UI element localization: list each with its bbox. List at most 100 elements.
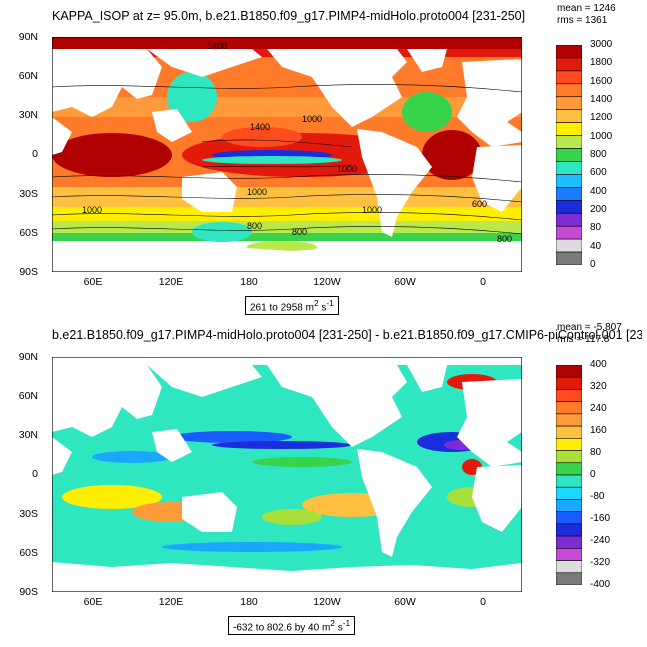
bottom-lat-label-60n: 60N xyxy=(18,390,38,402)
bottom-lat-label-60s: 60S xyxy=(19,547,38,559)
bottom-map xyxy=(52,357,522,592)
bottom-range-text: -632 to 802.6 by 40 m xyxy=(233,622,331,634)
top-colorbar-label: 80 xyxy=(590,222,602,234)
top-lat-label-60n: 60N xyxy=(18,70,38,82)
bottom-colorbar-swatch xyxy=(556,462,582,476)
bottom-colorbar-swatch xyxy=(556,486,582,500)
bottom-lat-label-0: 0 xyxy=(32,468,38,480)
top-colorbar-swatch xyxy=(556,57,582,72)
bottom-colorbar-swatch xyxy=(556,511,582,525)
bottom-colorbar xyxy=(556,365,582,585)
bottom-colorbar-swatch xyxy=(556,548,582,561)
bottom-colorbar-swatch xyxy=(556,450,582,464)
top-colorbar-label: 1200 xyxy=(590,112,613,124)
top-colorbar-swatch xyxy=(556,135,582,149)
bottom-colorbar-label: 240 xyxy=(590,403,607,414)
bottom-range-unit-exponent-2: -1 xyxy=(342,618,351,628)
bottom-range-unit-tail: s xyxy=(334,622,343,634)
contour-label: 1000 xyxy=(82,205,102,215)
top-lat-label-30n: 30N xyxy=(18,109,38,121)
top-colorbar-label: 1600 xyxy=(590,75,613,87)
bottom-plot-title: b.e21.B1850.f09_g17.PIMP4-midHolo.proto0… xyxy=(52,328,642,342)
bottom-colorbar-label: -80 xyxy=(590,491,605,502)
top-lat-label-0: 0 xyxy=(32,148,38,160)
bottom-lat-label-30n: 30N xyxy=(18,429,38,441)
top-mean-stat: mean = 1246 xyxy=(557,3,616,14)
top-colorbar-swatch xyxy=(556,96,582,111)
contour-label: 600 xyxy=(472,199,487,209)
bottom-rms-stat: rms = 117.8 xyxy=(557,334,610,345)
top-colorbar-swatch xyxy=(556,148,582,162)
top-lon-label-0: 0 xyxy=(480,276,486,288)
bottom-lat-label-30s: 30S xyxy=(19,508,38,520)
bottom-colorbar-swatch xyxy=(556,413,582,427)
top-map: 1400 1400 1000 1000 1000 1000 1000 800 8… xyxy=(52,37,522,272)
top-lon-label-60e: 60E xyxy=(83,276,103,288)
bottom-lat-label-90n: 90N xyxy=(18,351,38,363)
top-rms-stat: rms = 1361 xyxy=(557,15,608,26)
top-colorbar-swatch xyxy=(556,174,582,188)
bottom-colorbar-swatch xyxy=(556,523,582,537)
top-colorbar-swatch xyxy=(556,187,582,201)
top-lat-label-60s: 60S xyxy=(19,227,38,239)
bottom-range-unit-exponent: 2 xyxy=(330,618,335,628)
top-colorbar-label: 0 xyxy=(590,259,596,270)
top-colorbar-swatch xyxy=(556,161,582,175)
bottom-colorbar-swatch xyxy=(556,560,582,574)
top-colorbar-label: 1800 xyxy=(590,57,613,69)
contour-label: 1000 xyxy=(247,187,267,197)
top-colorbar-label: 40 xyxy=(590,240,602,252)
top-colorbar-label: 3000 xyxy=(590,39,613,50)
top-range-text: 261 to 2958 m xyxy=(250,302,314,314)
top-colorbar-swatch xyxy=(556,251,582,265)
bottom-colorbar-swatch xyxy=(556,425,582,439)
top-range-unit-exponent-2: -1 xyxy=(326,298,334,308)
top-range-box: 261 to 2958 m2 s-1 xyxy=(245,296,339,316)
bottom-lon-label-120e: 120E xyxy=(158,596,184,608)
bottom-colorbar-swatch xyxy=(556,499,582,512)
bottom-colorbar-swatch xyxy=(556,535,582,549)
contour-label: 800 xyxy=(247,221,262,231)
top-lat-label-30s: 30S xyxy=(19,188,38,200)
bottom-range-box: -632 to 802.6 by 40 m2 s-1 xyxy=(228,616,356,636)
bottom-lon-label-0: 0 xyxy=(480,596,486,608)
bottom-colorbar-label: 160 xyxy=(590,425,607,436)
bottom-colorbar-label: 80 xyxy=(590,447,602,458)
top-colorbar-swatch xyxy=(556,45,582,59)
bottom-lon-label-60w: 60W xyxy=(394,596,416,608)
top-colorbar-label: 600 xyxy=(590,167,607,179)
bottom-colorbar-swatch xyxy=(556,376,582,390)
top-lon-label-120w: 120W xyxy=(313,276,341,288)
top-range-unit-tail: s xyxy=(318,302,327,314)
contour-label: 1000 xyxy=(362,205,382,215)
top-colorbar-swatch xyxy=(556,83,582,98)
bottom-colorbar-label: -400 xyxy=(590,579,611,590)
bottom-colorbar-label: 400 xyxy=(590,359,607,370)
top-colorbar-swatch xyxy=(556,70,582,85)
bottom-colorbar-label: 0 xyxy=(590,469,596,480)
top-colorbar-swatch xyxy=(556,109,582,123)
top-lat-label-90n: 90N xyxy=(18,31,38,43)
bottom-lon-label-180: 180 xyxy=(240,596,258,608)
top-lon-label-120e: 120E xyxy=(158,276,184,288)
bottom-lat-label-90s: 90S xyxy=(19,586,38,598)
contour-label: 1400 xyxy=(250,122,270,132)
contour-label: 800 xyxy=(292,227,307,237)
top-range-unit-exponent: 2 xyxy=(313,298,319,308)
bottom-colorbar-swatch xyxy=(556,365,582,378)
top-colorbar xyxy=(556,45,582,265)
contour-label: 1400 xyxy=(207,41,227,51)
bottom-colorbar-label: -320 xyxy=(590,557,611,568)
bottom-mean-stat: mean = -5.807 xyxy=(557,322,622,333)
top-colorbar-label: 1400 xyxy=(590,94,613,105)
bottom-colorbar-swatch xyxy=(556,572,582,585)
bottom-colorbar-label: -240 xyxy=(590,535,611,546)
bottom-colorbar-swatch xyxy=(556,401,582,415)
top-lat-label-90s: 90S xyxy=(19,266,38,278)
top-plot-title: KAPPA_ISOP at z= 95.0m, b.e21.B1850.f09_… xyxy=(52,9,526,23)
contour-label: 800 xyxy=(497,234,512,244)
top-colorbar-label: 1000 xyxy=(590,130,613,142)
bottom-lon-label-120w: 120W xyxy=(313,596,341,608)
top-lon-label-60w: 60W xyxy=(394,276,416,288)
top-colorbar-label: 800 xyxy=(590,149,607,160)
